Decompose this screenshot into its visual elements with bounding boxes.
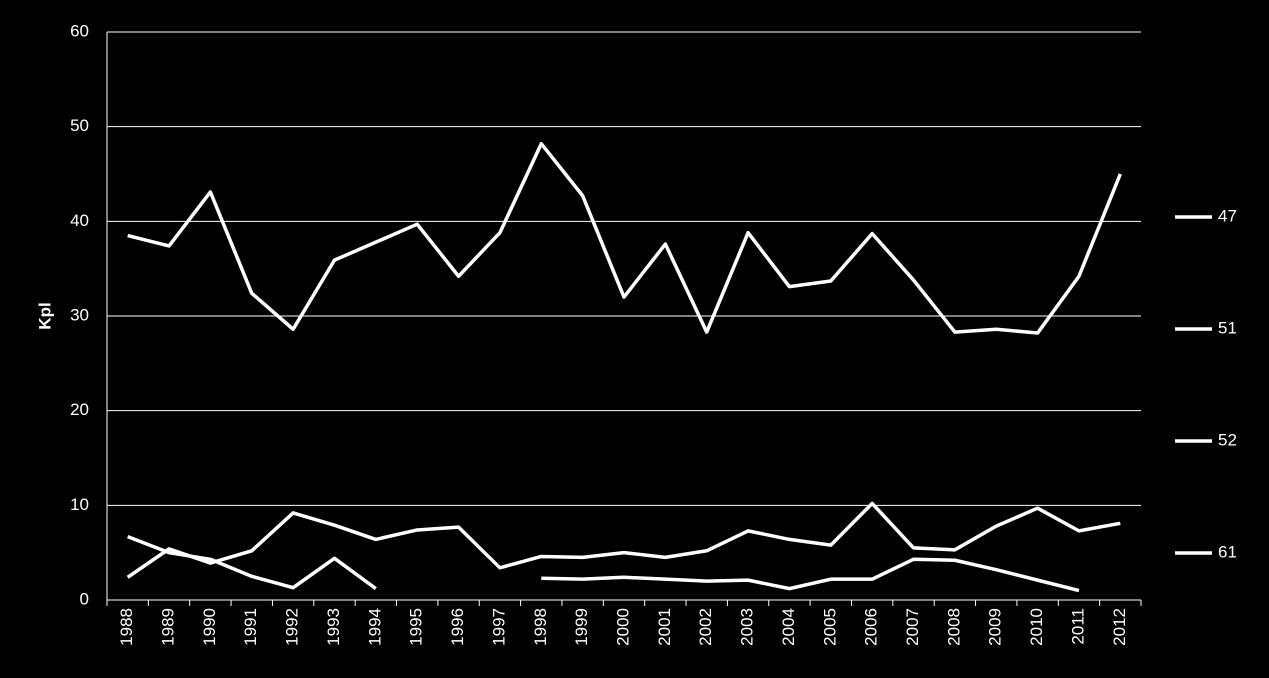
y-tick-label: 10 <box>70 495 89 514</box>
x-tick-label: 2000 <box>613 608 632 646</box>
y-axis-label: Kpl <box>35 302 54 329</box>
x-tick-label: 2011 <box>1068 608 1087 645</box>
x-tick-label: 2002 <box>696 608 715 646</box>
legend-label: 61 <box>1218 542 1237 561</box>
y-tick-label: 50 <box>70 116 89 135</box>
series-line <box>126 501 1121 579</box>
series-line <box>127 141 1122 335</box>
x-tick-label: 2007 <box>903 608 922 646</box>
series-line <box>127 534 377 591</box>
y-tick-label: 60 <box>70 21 89 40</box>
x-tick-label: 1992 <box>283 608 302 646</box>
x-tick-label: 2001 <box>655 608 674 646</box>
legend-label: 52 <box>1218 430 1237 449</box>
y-tick-label: 30 <box>70 305 89 324</box>
x-tick-label: 2012 <box>1110 608 1129 646</box>
y-tick-label: 20 <box>70 400 89 419</box>
x-tick-label: 1995 <box>407 608 426 646</box>
legend-label: 51 <box>1218 318 1237 337</box>
x-tick-label: 2009 <box>986 608 1005 646</box>
x-tick-label: 2005 <box>820 608 839 646</box>
x-tick-label: 1994 <box>365 608 384 646</box>
x-tick-label: 1997 <box>489 608 508 646</box>
legend-label: 47 <box>1218 206 1237 225</box>
x-tick-label: 2004 <box>779 608 798 646</box>
y-tick-label: 0 <box>80 589 89 608</box>
x-tick-label: 2003 <box>738 608 757 646</box>
x-tick-label: 1989 <box>159 608 178 646</box>
x-tick-label: 1998 <box>531 608 550 646</box>
series-line <box>541 557 1080 593</box>
x-tick-label: 1996 <box>448 608 467 646</box>
y-tick-label: 40 <box>70 211 89 230</box>
x-tick-label: 1999 <box>572 608 591 646</box>
x-tick-label: 1990 <box>200 608 219 646</box>
x-tick-label: 2006 <box>862 608 881 646</box>
x-tick-label: 1988 <box>117 608 136 646</box>
x-tick-label: 2010 <box>1027 608 1046 646</box>
x-tick-label: 1993 <box>324 608 343 646</box>
x-tick-label: 2008 <box>944 608 963 646</box>
x-tick-label: 1991 <box>241 608 260 646</box>
